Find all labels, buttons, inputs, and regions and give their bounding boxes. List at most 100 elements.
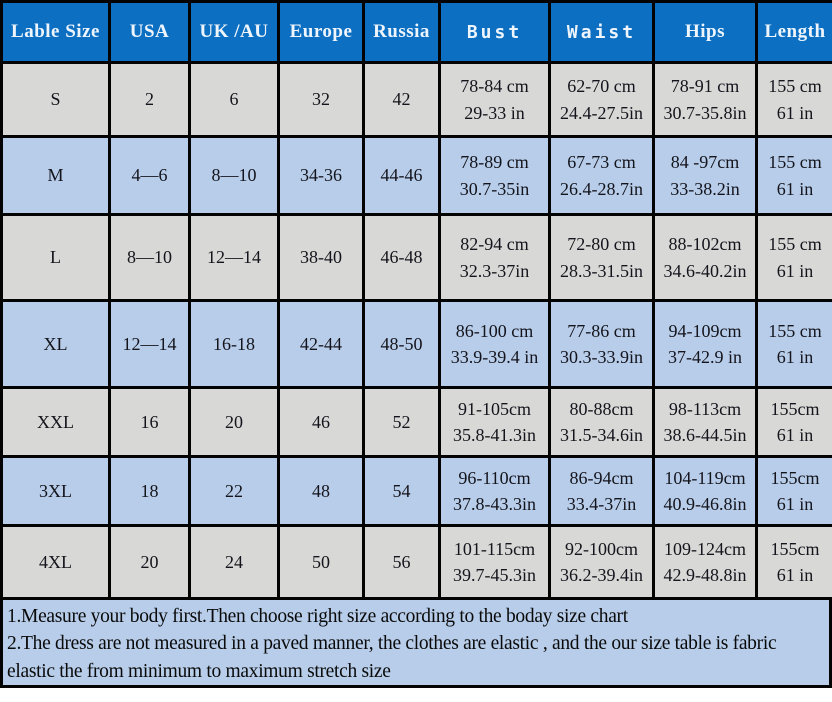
- bust-cm: 82-94 cm: [460, 234, 529, 255]
- waist-cm: 80-88cm: [569, 398, 634, 419]
- cell-usa: 4—6: [108, 135, 191, 216]
- cell-bust: 86-100 cm 33.9-39.4 in: [438, 299, 551, 389]
- bust-cm: 78-89 cm: [460, 152, 529, 173]
- bust-in: 33.9-39.4 in: [450, 347, 539, 367]
- waist-in: 31.5-34.6in: [560, 425, 643, 445]
- cell-russia: 42: [362, 61, 441, 138]
- table-row: 4XL 20 24 50 56 101-115cm 39.7-45.3in 92…: [0, 524, 832, 600]
- bust-cm: 86-100 cm: [455, 320, 534, 341]
- header-row: Lable Size USA UK /AU Europe Russia Bust…: [0, 0, 832, 64]
- table-body: S 2 6 32 42 78-84 cm 29-33 in 62-70 cm 2…: [0, 61, 832, 600]
- cell-russia: 44-46: [362, 135, 441, 216]
- col-header-usa: USA: [108, 0, 191, 64]
- length-cm: 155cm: [770, 467, 820, 488]
- cell-label-size: L: [0, 213, 111, 302]
- cell-uk-au: 12—14: [188, 213, 280, 302]
- length-in: 61 in: [776, 178, 814, 199]
- cell-hips: 98-113cm 38.6-44.5in: [652, 386, 758, 458]
- col-header-lable-size: Lable Size: [0, 0, 111, 64]
- length-cm: 155 cm: [768, 320, 822, 341]
- col-header-uk-au: UK /AU: [188, 0, 280, 64]
- cell-europe: 32: [277, 61, 365, 138]
- cell-uk-au: 22: [188, 455, 280, 527]
- cell-uk-au: 6: [188, 61, 280, 138]
- size-chart-notes: 1.Measure your body first.Then choose ri…: [0, 600, 832, 688]
- bust-in: 39.7-45.3in: [453, 565, 536, 585]
- bust-in: 29-33 in: [464, 102, 525, 123]
- hips-in: 40.9-46.8in: [663, 494, 747, 514]
- hips-cm: 88-102cm: [668, 234, 742, 255]
- length-cm: 155 cm: [768, 152, 822, 173]
- waist-in: 36.2-39.4in: [560, 565, 643, 585]
- length-in: 61 in: [776, 565, 814, 585]
- waist-cm: 77-86 cm: [567, 320, 636, 341]
- cell-length: 155 cm 61 in: [755, 213, 832, 302]
- cell-russia: 56: [362, 524, 441, 600]
- table-row: XL 12—14 16-18 42-44 48-50 86-100 cm 33.…: [0, 299, 832, 389]
- table-row: XXL 16 20 46 52 91-105cm 35.8-41.3in 80-…: [0, 386, 832, 458]
- cell-bust: 82-94 cm 32.3-37in: [438, 213, 551, 302]
- cell-bust: 78-89 cm 30.7-35in: [438, 135, 551, 216]
- cell-usa: 16: [108, 386, 191, 458]
- cell-length: 155 cm 61 in: [755, 135, 832, 216]
- cell-waist: 92-100cm 36.2-39.4in: [548, 524, 655, 600]
- cell-label-size: XL: [0, 299, 111, 389]
- cell-usa: 20: [108, 524, 191, 600]
- table-row: L 8—10 12—14 38-40 46-48 82-94 cm 32.3-3…: [0, 213, 832, 302]
- cell-length: 155 cm 61 in: [755, 299, 832, 389]
- bust-cm: 96-110cm: [458, 467, 531, 488]
- table-row: M 4—6 8—10 34-36 44-46 78-89 cm 30.7-35i…: [0, 135, 832, 216]
- cell-russia: 48-50: [362, 299, 441, 389]
- bust-in: 37.8-43.3in: [453, 494, 536, 514]
- length-in: 61 in: [776, 425, 814, 445]
- hips-in: 38.6-44.5in: [663, 425, 747, 445]
- bust-in: 32.3-37in: [459, 260, 530, 281]
- cell-usa: 8—10: [108, 213, 191, 302]
- note-elastic-fabric: 2.The dress are not measured in a paved …: [7, 633, 777, 682]
- cell-europe: 42-44: [277, 299, 365, 389]
- hips-cm: 98-113cm: [668, 398, 742, 419]
- cell-hips: 78-91 cm 30.7-35.8in: [652, 61, 758, 138]
- cell-europe: 48: [277, 455, 365, 527]
- cell-bust: 91-105cm 35.8-41.3in: [438, 386, 551, 458]
- hips-in: 42.9-48.8in: [663, 565, 747, 585]
- table-row: S 2 6 32 42 78-84 cm 29-33 in 62-70 cm 2…: [0, 61, 832, 138]
- col-header-waist: Waist: [548, 0, 655, 64]
- cell-russia: 54: [362, 455, 441, 527]
- table-header: Lable Size USA UK /AU Europe Russia Bust…: [0, 0, 832, 64]
- bust-cm: 91-105cm: [458, 398, 531, 419]
- col-header-russia: Russia: [362, 0, 441, 64]
- cell-label-size: M: [0, 135, 111, 216]
- cell-waist: 77-86 cm 30.3-33.9in: [548, 299, 655, 389]
- waist-in: 28.3-31.5in: [560, 260, 643, 281]
- bust-in: 35.8-41.3in: [453, 425, 536, 445]
- bust-cm: 78-84 cm: [460, 76, 529, 97]
- cell-label-size: 3XL: [0, 455, 111, 527]
- length-in: 61 in: [776, 102, 814, 123]
- hips-in: 33-38.2in: [670, 178, 740, 199]
- cell-hips: 94-109cm 37-42.9 in: [652, 299, 758, 389]
- hips-cm: 94-109cm: [668, 320, 742, 341]
- col-header-europe: Europe: [277, 0, 365, 64]
- cell-hips: 109-124cm 42.9-48.8in: [652, 524, 758, 600]
- table-row: 3XL 18 22 48 54 96-110cm 37.8-43.3in 86-…: [0, 455, 832, 527]
- waist-cm: 86-94cm: [569, 467, 634, 488]
- cell-russia: 52: [362, 386, 441, 458]
- cell-bust: 78-84 cm 29-33 in: [438, 61, 551, 138]
- cell-russia: 46-48: [362, 213, 441, 302]
- hips-cm: 109-124cm: [664, 538, 746, 559]
- cell-waist: 62-70 cm 24.4-27.5in: [548, 61, 655, 138]
- length-in: 61 in: [776, 494, 814, 514]
- size-table: Lable Size USA UK /AU Europe Russia Bust…: [0, 0, 832, 600]
- col-header-length: Length: [755, 0, 832, 64]
- cell-label-size: S: [0, 61, 111, 138]
- cell-usa: 18: [108, 455, 191, 527]
- bust-cm: 101-115cm: [453, 538, 536, 559]
- cell-uk-au: 16-18: [188, 299, 280, 389]
- cell-length: 155cm 61 in: [755, 386, 832, 458]
- cell-europe: 34-36: [277, 135, 365, 216]
- length-in: 61 in: [776, 347, 814, 367]
- cell-uk-au: 8—10: [188, 135, 280, 216]
- cell-usa: 12—14: [108, 299, 191, 389]
